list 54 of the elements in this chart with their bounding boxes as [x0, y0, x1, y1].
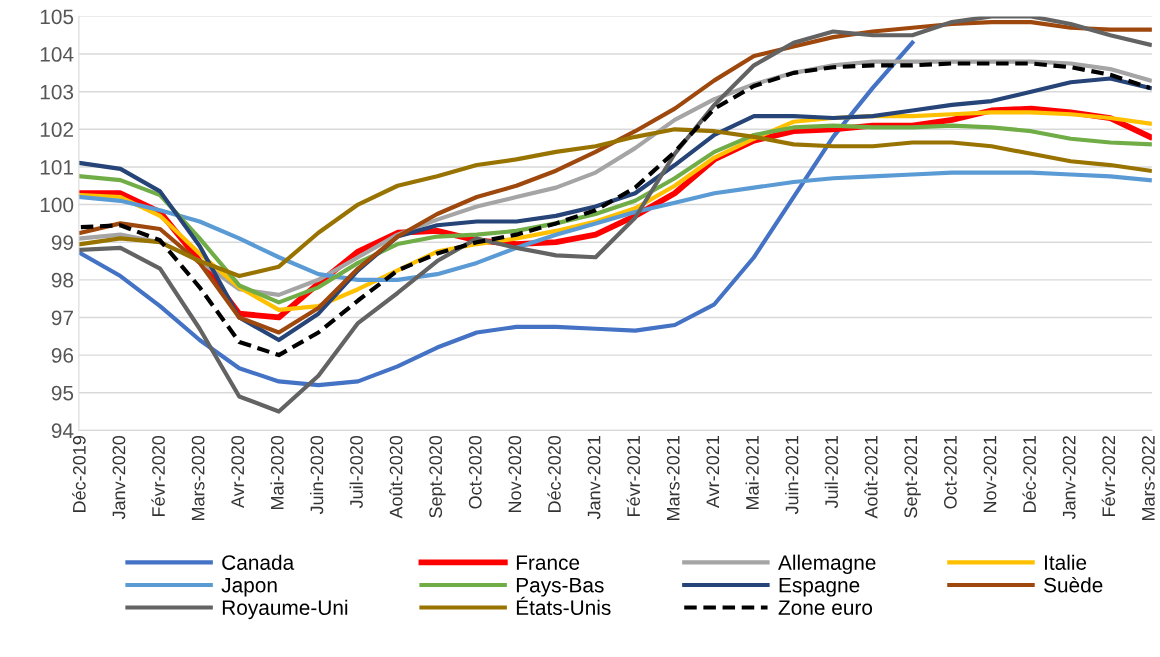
y-tick-label: 98: [51, 272, 74, 288]
legend-label: Pays-Bas: [516, 577, 604, 597]
y-tick-label: 105: [40, 9, 74, 25]
x-tick-label: Juil-2021: [824, 436, 838, 509]
x-tick-label: Oct-2020: [468, 435, 482, 509]
x-tick-label: Déc-2019: [72, 436, 86, 512]
x-tick-label: Janv-2022: [1062, 436, 1076, 520]
legend-label: Japon: [221, 577, 277, 597]
legend-label: Espagne: [779, 577, 860, 597]
x-tick-label: Juin-2021: [785, 436, 799, 515]
legend-label: Allemagne: [778, 554, 876, 575]
x-tick-label: Janv-2021: [587, 436, 601, 520]
y-tick-label: 103: [40, 84, 74, 100]
x-tick-label: Déc-2020: [547, 435, 561, 512]
y-tick-label: 96: [51, 348, 74, 363]
legend-label: Suède: [1044, 576, 1103, 593]
y-tick-label: 104: [40, 47, 74, 62]
x-tick-label: Févr-2022: [1101, 436, 1116, 516]
x-tick-label: Févr-2020: [151, 435, 165, 516]
x-tick-label: Janv-2020: [112, 435, 126, 520]
x-tick-label: Déc-2021: [1022, 436, 1036, 512]
line-series: [78, 127, 1152, 279]
x-tick-label: Mars-2022: [1141, 436, 1155, 521]
x-tick-label: Oct-2021: [943, 436, 957, 509]
y-tick-label: 102: [40, 122, 73, 138]
x-tick-label: Nov-2020: [508, 435, 522, 512]
legend-label: Canada: [222, 554, 295, 570]
legend-label: France: [516, 555, 580, 570]
line-series: [78, 40, 915, 388]
x-tick-label: Août-2020: [389, 435, 403, 519]
y-tick-label: 95: [51, 385, 74, 401]
y-tick-label: 99: [51, 235, 74, 250]
x-tick-label: Avr-2020: [231, 435, 245, 509]
y-tick-label: 101: [40, 159, 74, 175]
x-tick-label: Sept-2021: [904, 436, 921, 518]
line-series: [78, 170, 1152, 282]
x-tick-label: Mai-2020: [270, 435, 284, 509]
x-tick-label: Sept-2020: [429, 435, 446, 518]
y-tick-label: 97: [51, 310, 73, 326]
x-tick-label: Mars-2020: [191, 435, 205, 521]
legend-label: États-Unis: [516, 596, 611, 616]
y-tick-label: 100: [40, 197, 74, 213]
x-tick-label: Juil-2020: [349, 435, 363, 509]
legend-label: Royaume-Uni: [222, 599, 348, 620]
legend-label: Italie: [1045, 554, 1087, 570]
y-tick-label: 94: [51, 423, 74, 439]
x-tick-label: Mai-2021: [745, 436, 759, 509]
x-tick-label: Août-2021: [864, 436, 878, 519]
x-tick-label: Févr-2021: [626, 436, 641, 516]
x-tick-label: Mars-2021: [666, 436, 680, 521]
x-tick-label: Nov-2021: [983, 436, 997, 512]
x-tick-label: Avr-2021: [706, 436, 720, 509]
legend-label: Zone euro: [778, 600, 873, 616]
x-tick-label: Juin-2020: [310, 435, 324, 515]
